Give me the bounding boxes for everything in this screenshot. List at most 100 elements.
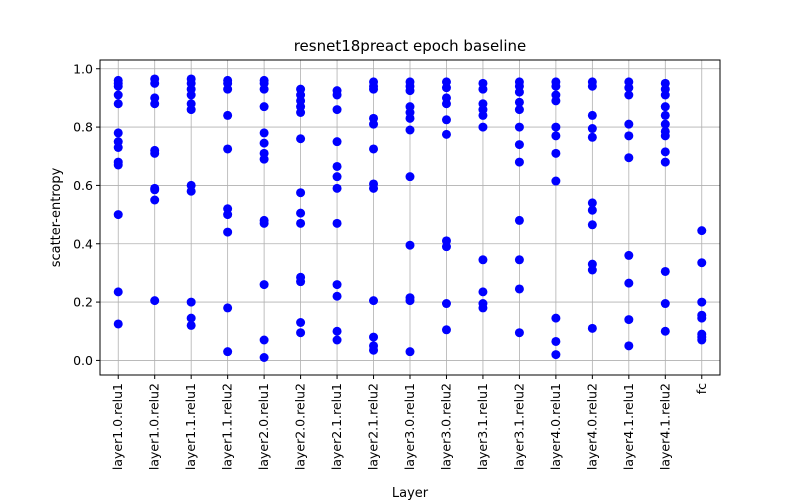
data-point (514, 255, 524, 265)
data-point (587, 81, 597, 91)
x-tick-label: layer2.0.relu2 (293, 383, 308, 470)
data-point (186, 186, 196, 196)
data-point (223, 210, 233, 220)
data-point (587, 110, 597, 120)
data-point (660, 131, 670, 141)
data-point (332, 90, 342, 100)
x-tick-label: layer3.0.relu2 (438, 383, 453, 470)
data-point (405, 172, 415, 182)
data-point (624, 83, 634, 93)
data-point (223, 303, 233, 313)
data-point (405, 240, 415, 250)
data-point (150, 99, 160, 109)
data-point (514, 215, 524, 225)
data-point (113, 319, 123, 329)
data-point (405, 296, 415, 306)
data-point (660, 299, 670, 309)
data-point (478, 110, 488, 120)
data-point (113, 99, 123, 109)
data-point (551, 176, 561, 186)
data-point (150, 296, 160, 306)
x-tick-label: layer4.0.relu1 (548, 383, 563, 470)
data-point (332, 218, 342, 228)
data-point (441, 242, 451, 252)
data-point (551, 122, 561, 132)
x-tick-label: layer2.1.relu2 (366, 383, 381, 470)
data-point (441, 325, 451, 335)
data-point (624, 131, 634, 141)
data-point (296, 188, 306, 198)
data-point (259, 84, 269, 94)
data-point (259, 280, 269, 290)
data-point (587, 265, 597, 275)
data-point (369, 119, 379, 129)
data-point (514, 122, 524, 132)
data-point (332, 105, 342, 115)
x-tick-label: fc (694, 383, 709, 394)
data-point (332, 161, 342, 171)
data-point (624, 250, 634, 260)
data-point (587, 198, 597, 208)
data-point (332, 335, 342, 345)
data-point (369, 183, 379, 193)
data-point (551, 96, 561, 106)
data-point (551, 313, 561, 323)
data-point (514, 87, 524, 97)
data-point (697, 258, 707, 268)
data-point (332, 280, 342, 290)
data-point (624, 315, 634, 325)
data-point (296, 218, 306, 228)
data-point (587, 323, 597, 333)
data-point (113, 287, 123, 297)
data-point (514, 105, 524, 115)
data-point (332, 326, 342, 336)
y-tick-label: 0.4 (73, 236, 93, 251)
data-point (259, 218, 269, 228)
data-point (113, 128, 123, 138)
data-point (587, 132, 597, 142)
data-point (478, 287, 488, 297)
data-point (624, 153, 634, 163)
data-point (150, 185, 160, 195)
data-point (296, 108, 306, 117)
data-point (332, 172, 342, 182)
data-point (150, 78, 160, 88)
chart-title: resnet18preact epoch baseline (294, 37, 527, 55)
data-point (551, 336, 561, 346)
y-tick-label: 0.8 (73, 120, 93, 135)
data-point (186, 90, 196, 100)
data-point (113, 210, 123, 220)
data-point (150, 148, 160, 158)
data-point (332, 183, 342, 193)
data-point (660, 90, 670, 100)
data-point (697, 313, 707, 323)
data-point (624, 119, 634, 129)
data-point (259, 335, 269, 345)
y-axis-label: scatter-entropy (49, 167, 64, 267)
data-point (259, 353, 269, 362)
data-point (332, 137, 342, 147)
data-point (551, 81, 561, 91)
data-point (478, 303, 488, 313)
x-tick-label: layer1.1.relu1 (183, 383, 198, 470)
data-point (514, 284, 524, 294)
data-point (186, 313, 196, 323)
y-tick-label: 1.0 (73, 61, 93, 76)
data-point (660, 102, 670, 112)
data-point (113, 90, 123, 100)
data-point (369, 144, 379, 154)
data-point (514, 328, 524, 338)
data-point (551, 148, 561, 158)
data-point (441, 83, 451, 93)
data-point (441, 299, 451, 309)
x-tick-label: layer1.0.relu1 (110, 383, 125, 470)
data-point (223, 84, 233, 94)
data-point (113, 81, 123, 91)
data-point (551, 131, 561, 141)
data-point (186, 297, 196, 307)
data-point (405, 113, 415, 123)
data-point (186, 320, 196, 330)
data-point (405, 86, 415, 96)
data-point (296, 208, 306, 218)
